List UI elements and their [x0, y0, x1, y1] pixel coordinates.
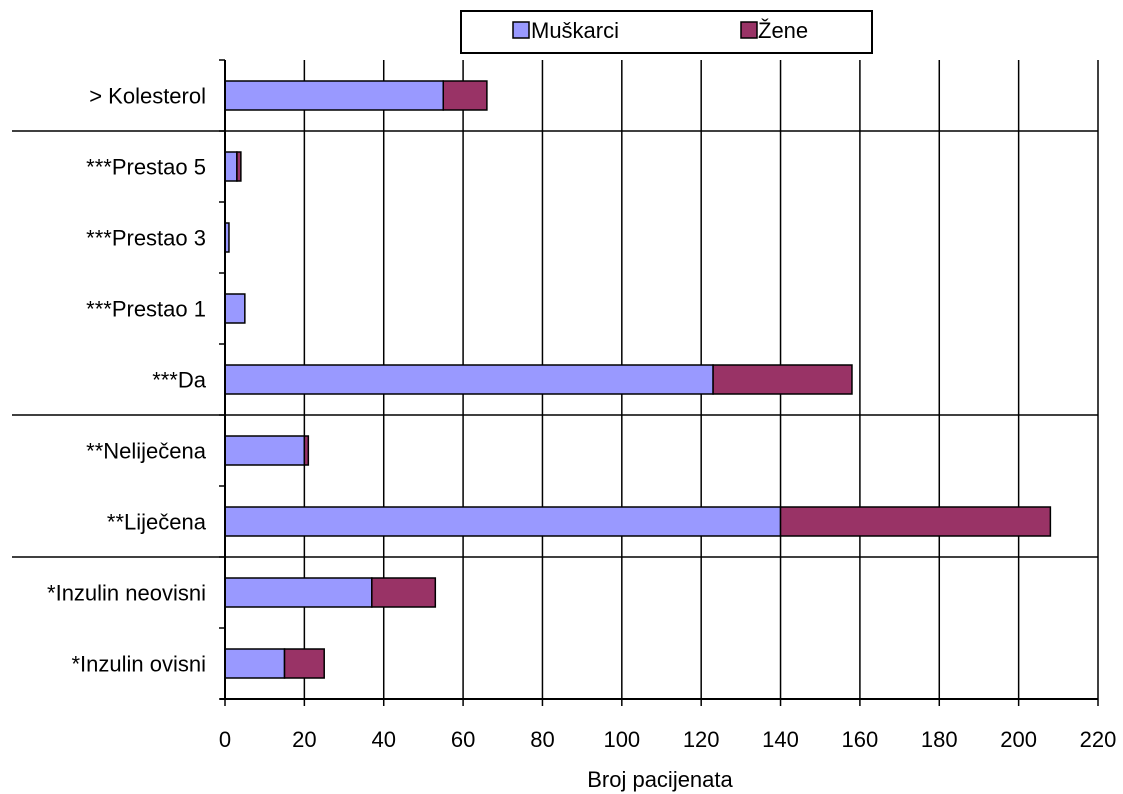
category-label-prestao-3: ***Prestao 3 — [86, 226, 206, 251]
bar-muskarci-inzulin-neovisni — [224, 577, 373, 608]
bar-muskarci-da — [224, 364, 714, 395]
category-label-prestao-1: ***Prestao 1 — [86, 297, 206, 322]
category-label-inzulin-neovisni: *Inzulin neovisni — [47, 581, 206, 606]
category-label-lijecena: **Liječena — [107, 510, 207, 535]
bar-zene-inzulin-neovisni — [371, 577, 437, 608]
legend-swatch-muskarci — [512, 21, 530, 39]
bar-muskarci-lijecena — [224, 506, 782, 537]
bar-zene-lijecena — [779, 506, 1052, 537]
group-separators — [12, 130, 1098, 558]
legend: Muškarci Žene — [460, 10, 873, 54]
bar-zene-prestao-5 — [236, 151, 242, 182]
x-axis-title: Broj pacijenata — [587, 767, 733, 792]
bar-muskarci-inzulin-ovisni — [224, 648, 286, 679]
bar-muskarci-kolesterol — [224, 80, 444, 111]
legend-label-muskarci: Muškarci — [531, 18, 619, 43]
category-labels: > Kolesterol ***Prestao 5 ***Prestao 3 ***P… — [47, 84, 207, 677]
legend-label-zene: Žene — [758, 18, 808, 43]
x-tick-label: 180 — [921, 727, 958, 752]
category-label-nelijecena: **Neliječena — [86, 439, 207, 464]
x-tick-label: 140 — [762, 727, 799, 752]
bar-muskarci-nelijecena — [224, 435, 306, 466]
bars — [224, 80, 1052, 679]
x-tick-label: 20 — [292, 727, 316, 752]
category-label-kolesterol: > Kolesterol — [89, 84, 206, 109]
x-tick-label: 120 — [683, 727, 720, 752]
x-tick-label: 200 — [1000, 727, 1037, 752]
category-label-da: ***Da — [152, 368, 207, 393]
bar-zene-inzulin-ovisni — [283, 648, 325, 679]
x-tick-label: 60 — [451, 727, 475, 752]
axes — [219, 59, 1099, 706]
bar-zene-nelijecena — [303, 435, 310, 466]
bar-zene-da — [712, 364, 853, 395]
x-tick-label: 0 — [219, 727, 231, 752]
x-tick-label: 220 — [1080, 727, 1117, 752]
bar-zene-kolesterol — [442, 80, 488, 111]
x-tick-label: 100 — [603, 727, 640, 752]
x-tick-label: 160 — [842, 727, 879, 752]
category-label-prestao-5: ***Prestao 5 — [86, 155, 206, 180]
legend-swatch-zene — [740, 21, 758, 39]
x-tick-label: 80 — [530, 727, 554, 752]
bar-muskarci-prestao-5 — [224, 151, 238, 182]
category-label-inzulin-ovisni: *Inzulin ovisni — [71, 652, 206, 677]
x-tick-label: 40 — [371, 727, 395, 752]
x-tick-labels: 0 20 40 60 80 100 120 140 160 180 200 220 — [219, 727, 1116, 752]
bar-muskarci-prestao-1 — [224, 293, 246, 324]
